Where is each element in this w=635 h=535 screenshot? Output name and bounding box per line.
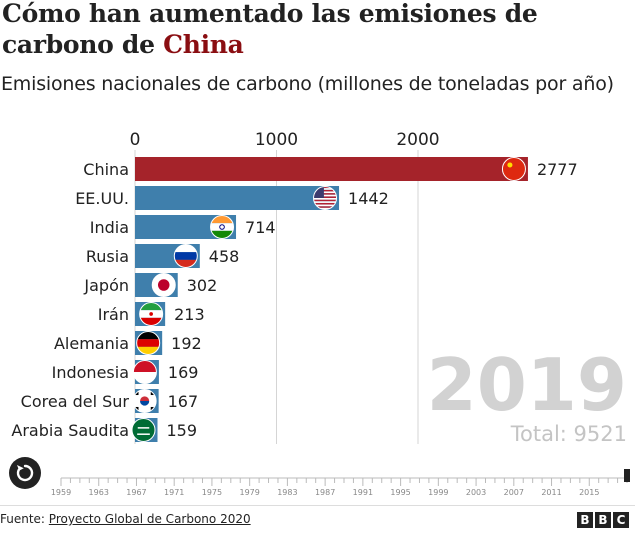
timeline-tick-label: 2015 <box>579 488 599 497</box>
timeline-tick-label: 1971 <box>164 488 184 497</box>
footer-divider <box>0 505 635 506</box>
timeline-tick-label: 1963 <box>89 488 109 497</box>
timeline-tick-label: 2003 <box>466 488 486 497</box>
value-label: 213 <box>174 305 205 324</box>
south-korea-flag <box>132 389 157 413</box>
value-label: 302 <box>187 276 218 295</box>
chart-title: Cómo han aumentado las emisiones de carb… <box>2 0 622 60</box>
timeline-tick-label: 1983 <box>277 488 297 497</box>
logo-block-2: B <box>595 512 611 528</box>
title-line-2: carbono de <box>2 30 164 59</box>
russia-flag <box>173 244 198 268</box>
timeline-tick-label: 1995 <box>390 488 410 497</box>
category-label: India <box>90 218 129 237</box>
chart-subtitle: Emisiones nacionales de carbono (millone… <box>1 73 614 95</box>
timeline-tick-label: 1991 <box>353 488 373 497</box>
timeline-tick-label: 2011 <box>541 488 561 497</box>
value-label: 714 <box>245 218 276 237</box>
category-label: Alemania <box>54 334 129 353</box>
value-label: 2777 <box>537 160 578 179</box>
x-tick-label: 0 <box>130 130 141 150</box>
timeline-tick-label: 1979 <box>239 488 259 497</box>
year-watermark: 2019 <box>427 343 627 427</box>
timeline-tick-label: 1999 <box>428 488 448 497</box>
title-highlight: China <box>163 30 244 59</box>
category-label: EE.UU. <box>75 189 129 208</box>
value-label: 159 <box>166 421 197 440</box>
source-prefix: Fuente: <box>0 512 49 526</box>
source-note: Fuente: Proyecto Global de Carbono 2020 <box>0 512 251 526</box>
bar <box>135 157 528 181</box>
category-label: Corea del Sur <box>21 392 130 411</box>
replay-button[interactable] <box>9 457 41 489</box>
timeline-tick-label: 1975 <box>202 488 222 497</box>
title-line-1: Cómo han aumentado las emisiones de <box>2 0 538 28</box>
category-label: China <box>83 160 129 179</box>
germany-flag <box>136 331 161 355</box>
value-label: 458 <box>209 247 240 266</box>
value-label: 169 <box>168 363 199 382</box>
timeline-tick-label: 1959 <box>51 488 71 497</box>
total-label: Total: 9521 <box>510 422 627 446</box>
bbc-logo: B B C <box>577 512 629 528</box>
timeline-handle[interactable] <box>624 469 630 482</box>
value-label: 167 <box>168 392 199 411</box>
usa-flag <box>313 186 338 210</box>
china-flag <box>501 157 526 181</box>
india-flag <box>210 215 235 239</box>
category-label: Arabia Saudita <box>11 421 129 440</box>
bar <box>135 186 340 210</box>
x-tick-label: 2000 <box>396 130 439 150</box>
x-tick-label: 1000 <box>255 130 298 150</box>
logo-block-3: C <box>613 512 629 528</box>
timeline-tick-label: 1987 <box>315 488 335 497</box>
value-label: 192 <box>171 334 202 353</box>
replay-icon <box>16 464 34 482</box>
indonesia-flag <box>132 360 157 384</box>
category-label: Indonesia <box>52 363 129 382</box>
source-link[interactable]: Proyecto Global de Carbono 2020 <box>48 512 251 526</box>
category-label: Rusia <box>86 247 129 266</box>
japan-flag <box>151 273 176 297</box>
value-label: 1442 <box>348 189 389 208</box>
category-label: Irán <box>98 305 129 324</box>
timeline-tick-label: 2007 <box>504 488 524 497</box>
logo-block-1: B <box>577 512 593 528</box>
iran-flag <box>139 302 164 326</box>
timeline-tick-label: 1967 <box>126 488 146 497</box>
category-label: Japón <box>83 276 129 295</box>
saudi-arabia-flag <box>131 418 156 442</box>
